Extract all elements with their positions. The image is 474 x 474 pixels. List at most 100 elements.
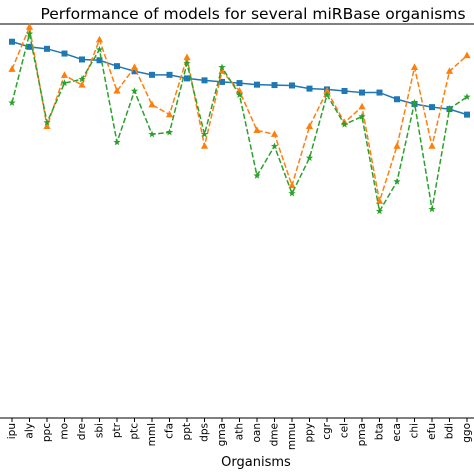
data-point [464, 111, 470, 118]
data-point [375, 207, 384, 215]
data-point [9, 38, 15, 45]
x-tick-label: ptc [129, 423, 141, 440]
data-point [341, 87, 348, 94]
data-point [375, 197, 384, 204]
series-1 [9, 38, 470, 118]
data-point [235, 91, 244, 98]
x-tick-label: gma [216, 423, 228, 446]
data-point [79, 56, 85, 63]
data-point [236, 80, 243, 87]
x-tick-label: ppy [304, 423, 316, 443]
chart-title: Performance of models for several miRBas… [40, 5, 465, 23]
data-point [148, 100, 156, 108]
x-tick-label: chi [409, 423, 421, 438]
data-point [131, 68, 138, 75]
x-axis-ticks: ipu aly ppc mo dre sbi ptr ptc mml cfa ppt dps gma at… [6, 418, 473, 450]
data-point [323, 86, 331, 94]
data-point [271, 82, 278, 89]
data-point [358, 102, 366, 110]
data-point [26, 43, 33, 50]
data-point [306, 85, 313, 92]
data-point [165, 128, 174, 136]
data-point [95, 35, 104, 43]
data-point [254, 81, 260, 88]
data-point [166, 71, 173, 78]
data-point [96, 57, 103, 64]
data-point [305, 154, 314, 162]
data-point [376, 89, 383, 96]
data-point [463, 51, 471, 59]
data-point [165, 110, 174, 118]
data-point [410, 99, 419, 106]
data-point [305, 122, 314, 130]
x-tick-label: ppt [181, 423, 193, 440]
data-point [359, 89, 365, 96]
data-point [60, 79, 69, 87]
x-tick-label: sbi [94, 423, 106, 438]
plot-area [0, 23, 474, 419]
data-point [393, 177, 401, 185]
series-3 [8, 30, 471, 215]
data-point [270, 142, 279, 150]
data-point [253, 126, 261, 133]
x-tick-label: cfa [164, 423, 176, 439]
data-point [130, 87, 139, 95]
x-tick-label: mmu [286, 423, 298, 450]
x-tick-label: dme [269, 423, 281, 446]
data-point [61, 50, 68, 57]
data-point [148, 130, 156, 138]
x-tick-label: aly [24, 423, 36, 439]
data-point [288, 189, 296, 197]
data-point [323, 91, 331, 98]
data-point [394, 96, 400, 103]
data-point [114, 63, 120, 70]
data-point [78, 75, 86, 83]
data-point [393, 142, 401, 149]
data-point [149, 71, 155, 78]
x-tick-label: cel [339, 423, 351, 438]
x-tick-label: mo [59, 423, 71, 440]
x-tick-label: oan [251, 423, 263, 443]
data-point [44, 45, 50, 52]
data-point [463, 93, 471, 100]
data-point [219, 78, 225, 85]
data-point [358, 112, 366, 120]
x-tick-label: efu [426, 423, 438, 440]
data-point [445, 67, 454, 74]
data-point [113, 86, 121, 94]
data-point [340, 120, 349, 128]
data-point [43, 122, 51, 130]
data-point [429, 104, 435, 111]
data-point [25, 30, 34, 37]
x-tick-label: ggo [461, 423, 473, 443]
data-point [289, 82, 295, 89]
data-point [130, 63, 139, 70]
data-point [60, 71, 69, 78]
data-point [8, 99, 16, 106]
data-point [8, 65, 16, 72]
x-tick-label: ipu [6, 423, 18, 439]
x-tick-label: eca [391, 423, 403, 442]
data-point [25, 23, 34, 30]
x-tick-label: cgr [321, 422, 333, 439]
data-point [200, 130, 209, 138]
data-point [183, 59, 191, 67]
data-point [218, 67, 226, 74]
data-point [43, 118, 51, 126]
x-tick-label: bdi [444, 423, 456, 439]
data-point [78, 81, 86, 88]
data-point [200, 142, 209, 149]
data-point [253, 171, 261, 179]
x-axis-label: Organisms [221, 455, 291, 470]
x-tick-label: dps [199, 423, 211, 442]
data-point [428, 142, 436, 149]
data-point [270, 130, 279, 137]
data-point [218, 63, 226, 71]
data-point [183, 53, 191, 61]
data-point [428, 205, 436, 213]
x-tick-label: ath [234, 423, 246, 440]
x-tick-label: dre [76, 423, 88, 440]
x-tick-label: mml [146, 423, 158, 446]
data-point [113, 138, 121, 146]
